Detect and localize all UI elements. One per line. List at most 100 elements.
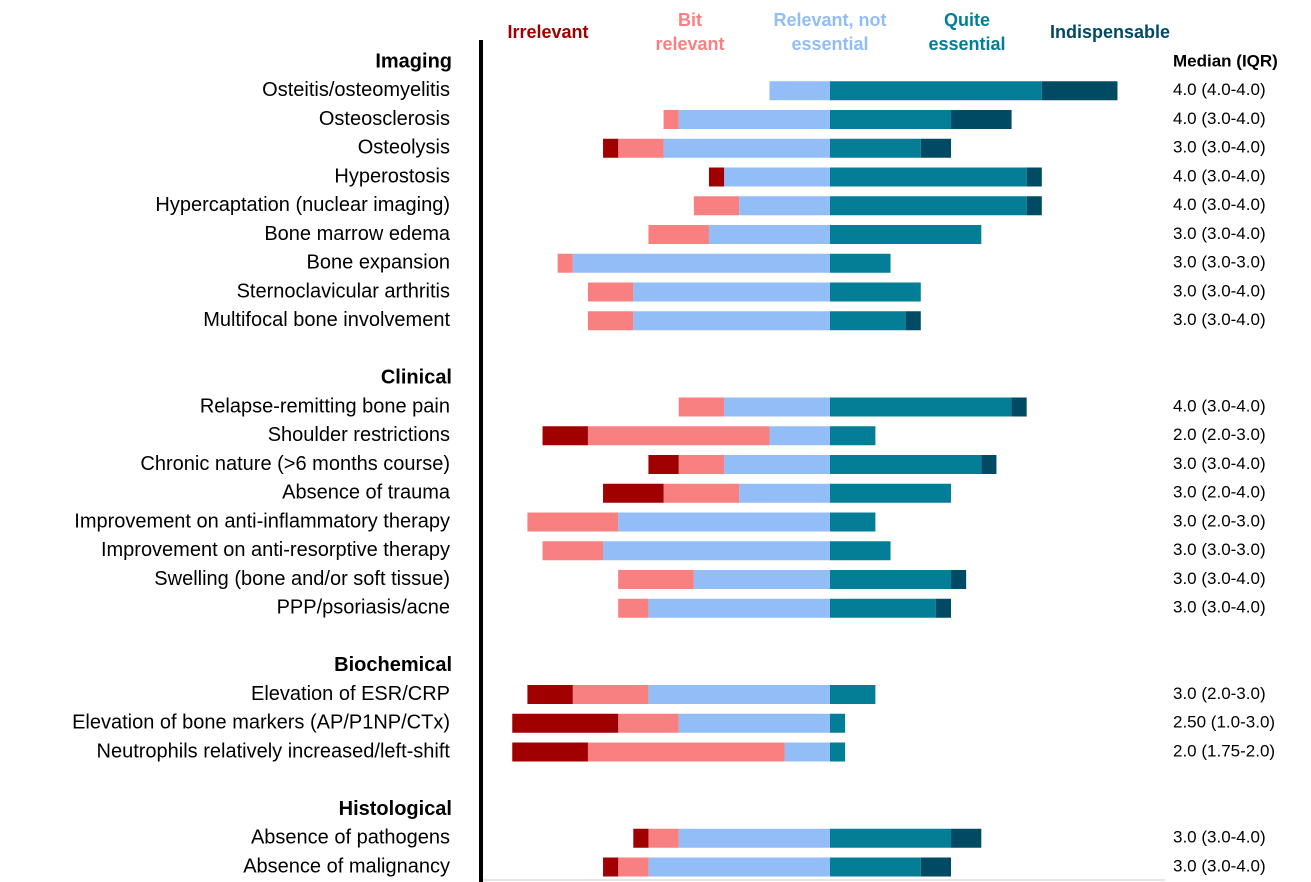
- bar-segment: [663, 138, 830, 158]
- bar-segment: [618, 713, 679, 733]
- bar-segment: [1026, 196, 1042, 216]
- bar-segment: [830, 541, 891, 561]
- bar-segment: [678, 110, 830, 129]
- bar-segment: [678, 455, 725, 474]
- bar-segment: [633, 311, 830, 331]
- bar-segment: [648, 225, 709, 244]
- median-label: 2.0 (1.75-2.0): [1173, 741, 1275, 760]
- bar-segment: [678, 397, 725, 417]
- median-label: 3.0 (3.0-4.0): [1173, 310, 1266, 329]
- category-label: Sternoclavicular arthritis: [237, 280, 450, 302]
- legend-entry: Quite essential: [928, 10, 1006, 54]
- bar-segment: [724, 455, 830, 474]
- bar-segment: [603, 138, 619, 158]
- category-label: Osteitis/osteomyelitis: [262, 79, 450, 101]
- median-label: 3.0 (3.0-4.0): [1173, 454, 1266, 473]
- bar-segment: [951, 110, 1012, 129]
- bar-segment: [830, 138, 921, 158]
- bar-segment: [527, 512, 619, 532]
- category-label: Osteolysis: [358, 137, 450, 159]
- bar-segment: [648, 857, 830, 877]
- bar-segment: [830, 742, 846, 762]
- bar-segment: [618, 138, 664, 158]
- category-label: Improvement on anti-resorptive therapy: [101, 539, 450, 561]
- bar-segment: [905, 311, 921, 331]
- group-header: Imaging: [375, 50, 452, 72]
- bar-segment: [830, 225, 982, 244]
- bar-segment: [920, 857, 952, 877]
- bar-segment: [830, 253, 891, 273]
- bar-segment: [587, 311, 634, 331]
- category-label: Hyperostosis: [334, 165, 450, 187]
- legend-entry: Bit relevant: [655, 10, 725, 54]
- bar-segment: [572, 253, 830, 273]
- median-label: 3.0 (3.0-4.0): [1173, 569, 1266, 588]
- median-label: 4.0 (3.0-4.0): [1173, 195, 1266, 214]
- bar-segment: [830, 857, 921, 877]
- bar-segment: [618, 598, 649, 618]
- median-label: 3.0 (2.0-4.0): [1173, 483, 1266, 502]
- bar-segment: [663, 483, 740, 503]
- bar-segment: [542, 426, 588, 446]
- bar-segment: [769, 426, 830, 446]
- bar-segment: [739, 196, 830, 216]
- median-label: 4.0 (3.0-4.0): [1173, 166, 1266, 185]
- bar-segment: [663, 110, 679, 129]
- median-label: 3.0 (3.0-4.0): [1173, 138, 1266, 157]
- bar-segment: [830, 598, 936, 618]
- bar-segment: [587, 426, 770, 446]
- bar-segment: [587, 742, 785, 762]
- bar-segment: [830, 311, 906, 331]
- bar-segment: [739, 483, 830, 503]
- bar-segment: [572, 685, 649, 704]
- bar-segment: [693, 570, 830, 589]
- category-label: Chronic nature (>6 months course): [140, 453, 450, 475]
- bar-segment: [648, 828, 679, 848]
- bar-segment: [618, 570, 694, 589]
- bar-segment: [587, 282, 634, 302]
- median-label: 4.0 (3.0-4.0): [1173, 396, 1266, 415]
- bar-segment: [1011, 397, 1027, 417]
- category-label: Bone expansion: [307, 252, 450, 274]
- category-label: Absence of pathogens: [251, 827, 450, 849]
- bar-segment: [830, 512, 876, 532]
- bar-segment: [648, 685, 830, 704]
- bar-segment: [1026, 167, 1042, 187]
- category-label: Shoulder restrictions: [268, 424, 450, 446]
- category-label: Bone marrow edema: [264, 223, 451, 245]
- bar-segment: [830, 397, 1012, 417]
- category-label: Elevation of bone markers (AP/P1NP/CTx): [72, 712, 450, 734]
- bar-segment: [830, 570, 952, 589]
- category-label: Swelling (bone and/or soft tissue): [154, 568, 450, 590]
- median-label: 2.50 (1.0-3.0): [1173, 713, 1275, 732]
- bar-segment: [830, 196, 1027, 216]
- median-label: 3.0 (2.0-3.0): [1173, 511, 1266, 530]
- legend-entry: Relevant, not essential: [773, 10, 887, 54]
- bar-segment: [603, 483, 664, 503]
- bar-segment: [618, 512, 830, 532]
- category-label: Hypercaptation (nuclear imaging): [155, 194, 450, 216]
- median-label: 3.0 (2.0-3.0): [1173, 684, 1266, 703]
- bar-segment: [603, 541, 830, 561]
- category-label: Osteosclerosis: [319, 108, 450, 130]
- bar-segment: [648, 455, 679, 474]
- bar-segment: [693, 196, 740, 216]
- median-label: 3.0 (3.0-3.0): [1173, 253, 1266, 272]
- category-label: Absence of trauma: [282, 482, 451, 504]
- bar-segment: [603, 857, 619, 877]
- bar-segment: [830, 455, 982, 474]
- bar-segment: [830, 685, 876, 704]
- bar-segment: [769, 81, 830, 101]
- bar-segment: [830, 828, 952, 848]
- median-label: 4.0 (3.0-4.0): [1173, 109, 1266, 128]
- group-header: Histological: [339, 798, 452, 820]
- median-label: 3.0 (3.0-4.0): [1173, 281, 1266, 300]
- bar-segment: [830, 426, 876, 446]
- median-header: Median (IQR): [1173, 51, 1278, 70]
- bar-segment: [557, 253, 573, 273]
- bar-segment: [708, 167, 725, 187]
- category-label: Relapse-remitting bone pain: [200, 395, 450, 417]
- category-label: Neutrophils relatively increased/left-sh…: [97, 740, 451, 762]
